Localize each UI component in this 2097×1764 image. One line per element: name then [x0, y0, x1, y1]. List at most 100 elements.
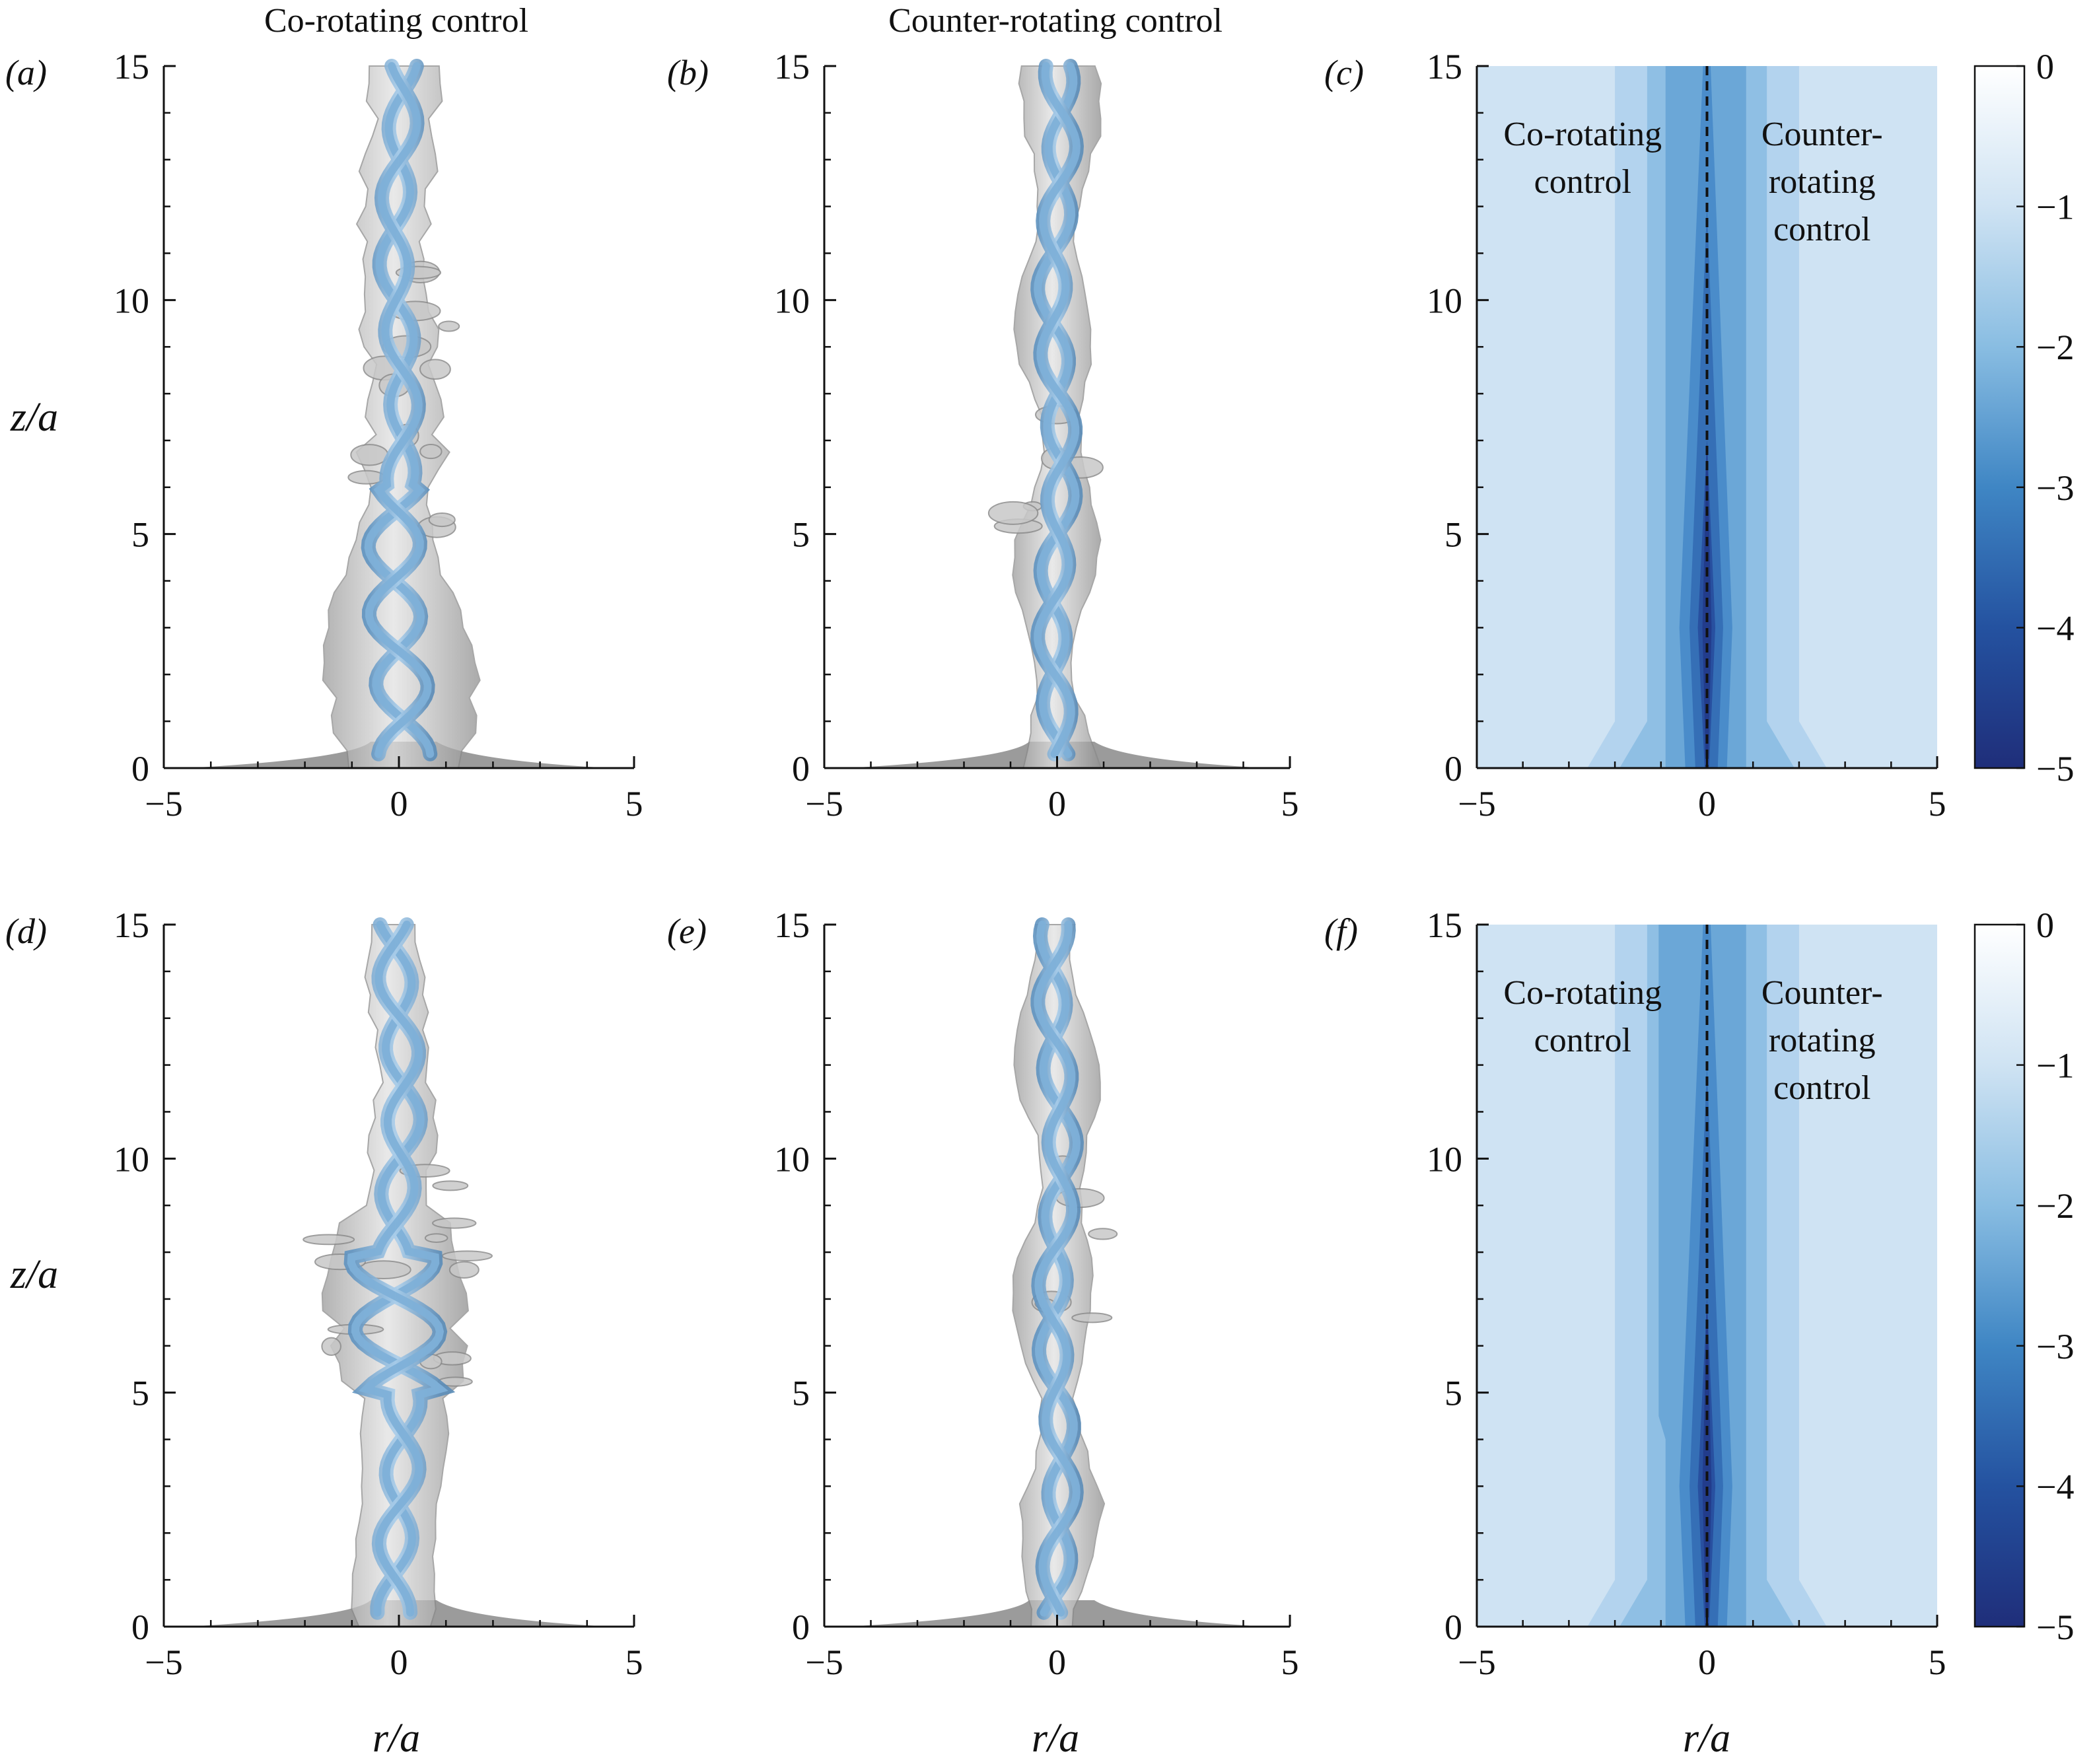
isosurface-fragment: [1088, 1228, 1118, 1240]
isosurface-fragment: [428, 512, 456, 528]
panel-label-d: (d): [5, 911, 47, 951]
colorbar-bottom: 0 −1 −2 −3 −4 −5: [1973, 905, 2074, 1647]
x-tick-label: −5: [805, 1642, 843, 1682]
vortex-core-highlight: [365, 62, 432, 758]
x-tick-label: 5: [1929, 1642, 1946, 1682]
x-tick-label: 0: [1048, 784, 1066, 824]
vortex-core-highlight: [351, 921, 448, 1617]
panel-label-c: (c): [1324, 53, 1364, 92]
x-tick-label: 5: [1281, 784, 1299, 824]
isosurface-fragment: [302, 1234, 355, 1246]
y-tick-label: 10: [1427, 281, 1462, 320]
contour-band: [1702, 66, 1712, 768]
contour-band: [1697, 66, 1716, 768]
isosurface-fragment: [441, 1250, 493, 1261]
annotation-co-rotating: Co-rotating: [1503, 974, 1662, 1012]
x-tick-label: 5: [1929, 784, 1946, 824]
vortex-core-highlight: [364, 62, 435, 758]
y-tick-label: 15: [114, 905, 149, 945]
isosurface-fragment: [432, 1180, 469, 1191]
x-tick-label: −5: [1458, 1642, 1495, 1682]
y-tick-label: 5: [131, 515, 149, 555]
x-tick-label: −5: [145, 1642, 182, 1682]
vortex-core-highlight: [347, 921, 444, 1617]
colorbar-tick-label: −1: [2036, 1046, 2074, 1086]
colorbar-tick-label: −3: [2036, 1327, 2074, 1366]
annotation-counter-rotating: rotating: [1769, 1022, 1876, 1059]
colorbar-gradient: [1973, 65, 2026, 769]
y-tick-label: 5: [1444, 1374, 1462, 1413]
isosurface-fragment: [432, 1217, 477, 1229]
y-tick-label: 15: [774, 905, 810, 945]
x-tick-label: 0: [390, 1642, 408, 1682]
vortex-core-highlight: [1034, 921, 1081, 1617]
annotation-counter-rotating: control: [1773, 1069, 1870, 1107]
x-tick-label: 5: [625, 784, 643, 824]
y-tick-label: 15: [1427, 905, 1462, 945]
x-tick-label: 5: [625, 1642, 643, 1682]
y-tick-label: 5: [792, 1374, 810, 1413]
x-axis-label-c: r/a: [1683, 1716, 1730, 1761]
panel-f-contour: Co-rotating control Counter-rotating contro…: [1427, 905, 1946, 1682]
colorbar-tick-label: 0: [2036, 905, 2054, 945]
contour-band: [1697, 925, 1716, 1627]
isosurface-fragment: [987, 501, 1039, 525]
isosurface-fragment: [448, 1261, 480, 1279]
y-tick-label: 0: [131, 1607, 149, 1647]
colorbar-tick-label: −2: [2036, 328, 2074, 367]
y-tick-label: 0: [1444, 749, 1462, 789]
x-tick-label: 0: [390, 784, 408, 824]
isosurface-fragment: [419, 444, 443, 460]
panel-label-a: (a): [5, 53, 47, 92]
annotation-counter-rotating: Counter-: [1761, 116, 1883, 153]
panel-c-contour: Co-rotating control Counter-rotating contro…: [1427, 47, 1946, 824]
annotation-counter-rotating: control: [1773, 211, 1870, 248]
isosurface-fragment: [1071, 1312, 1113, 1323]
contour-band: [1702, 925, 1712, 1627]
colorbar-tick-label: −3: [2036, 468, 2074, 508]
isosurface-fragment: [424, 1233, 448, 1243]
isosurface-fragment: [321, 1337, 341, 1356]
annotation-counter-rotating: rotating: [1769, 163, 1876, 201]
colorbar-tick-label: 0: [2036, 47, 2054, 87]
isosurface-fragment: [350, 444, 389, 466]
column-title-counter-rotating: Counter-rotating control: [888, 2, 1223, 40]
annotation-co-rotating: control: [1534, 163, 1631, 201]
x-tick-label: −5: [805, 784, 843, 824]
x-axis-label-a: r/a: [373, 1716, 420, 1761]
vortex-core-highlight: [1034, 62, 1081, 758]
y-axis-label-top: z/a: [10, 395, 58, 440]
annotation-counter-rotating: Counter-: [1761, 974, 1883, 1012]
panel-label-b: (b): [667, 53, 709, 92]
y-tick-label: 15: [1427, 47, 1462, 87]
colorbar-tick-label: −1: [2036, 188, 2074, 227]
y-tick-label: 10: [774, 1139, 810, 1179]
y-tick-label: 10: [114, 1139, 149, 1179]
grey-isosurface: [322, 65, 481, 769]
colorbar-tick-label: −5: [2036, 1607, 2074, 1647]
x-tick-label: 0: [1048, 1642, 1066, 1682]
y-tick-label: 5: [1444, 515, 1462, 555]
x-tick-label: −5: [1458, 784, 1495, 824]
y-tick-label: 0: [1444, 1607, 1462, 1647]
y-tick-label: 0: [792, 749, 810, 789]
y-tick-label: 0: [792, 1607, 810, 1647]
panel-label-f: (f): [1324, 911, 1358, 951]
y-tick-label: 5: [792, 515, 810, 555]
colorbar-tick-label: −4: [2036, 1467, 2074, 1506]
colorbar-tick-label: −5: [2036, 749, 2074, 789]
column-title-co-rotating: Co-rotating control: [264, 2, 528, 40]
isosurface-fragment: [419, 359, 451, 380]
y-tick-label: 15: [774, 47, 810, 87]
colorbar-tick-label: −4: [2036, 608, 2074, 648]
x-tick-label: −5: [145, 784, 182, 824]
x-axis-label-b: r/a: [1032, 1716, 1079, 1761]
y-tick-label: 10: [114, 281, 149, 320]
x-tick-label: 5: [1281, 1642, 1299, 1682]
colorbar-tick-label: −2: [2036, 1186, 2074, 1226]
isosurface-fragment: [438, 320, 460, 332]
x-tick-label: 0: [1698, 1642, 1716, 1682]
